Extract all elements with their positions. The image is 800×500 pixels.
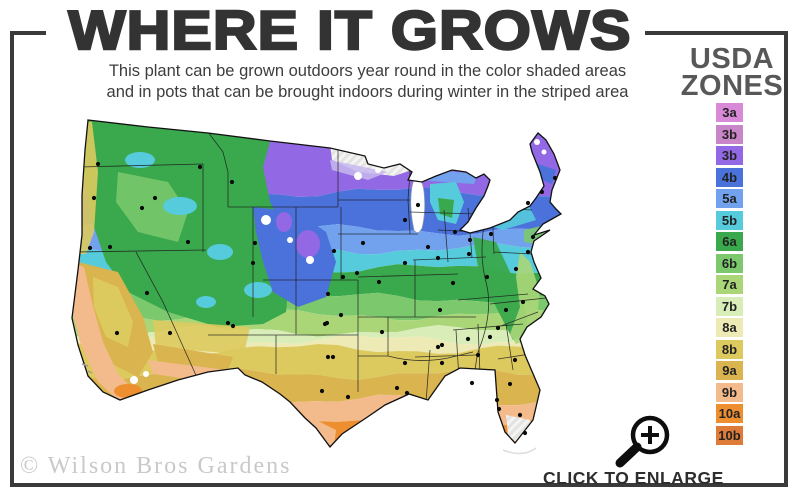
legend-swatch-7b: 7b [716,296,743,316]
frame-border-top-left [10,31,46,35]
region-ca-coast [72,262,138,400]
frame-border-bottom [10,483,788,487]
legend-swatch-4a: 3b [716,146,743,165]
watermark: © Wilson Bros Gardens [20,453,292,479]
region-west-lightgreen [116,172,188,242]
legend-swatch-5b: 5b [716,210,743,230]
legend-swatch-10a: 10a [716,404,743,423]
legend-swatch-6a: 6a [716,232,743,251]
legend-swatch-7a: 7a [716,275,743,294]
legend-swatch-3b: 3b [716,124,743,144]
legend-swatch-8b: 8b [716,339,743,359]
region-appalachia [473,237,528,340]
frame-border-left [10,31,14,487]
frame-border-right [784,31,788,487]
us-outline [71,119,563,449]
magnifier-plus-icon[interactable] [606,410,684,472]
usda-heading-line-2: ZONES [680,70,784,102]
page-title: WHERE IT GROWS [67,0,632,62]
legend-swatch-6b: 6b [716,253,743,273]
legend-swatch-4b: 4b [716,167,743,187]
legend-swatch-10b: 10b [716,425,743,445]
click-to-enlarge-label[interactable]: CLICK TO ENLARGE [543,468,724,488]
frame-border-top-right [645,31,788,35]
usda-zones-heading: USDA ZONES [672,43,792,102]
subtitle-line-1: This plant can be grown outdoors year ro… [108,62,627,80]
city-dots [87,161,558,436]
legend-swatch-8a: 8a [716,318,743,337]
legend-swatch-5a: 5a [716,189,743,208]
subtitle-line-2: and in pots that can be brought indoors … [106,83,629,101]
region-rockies-blue [253,207,336,307]
legend-swatch-9a: 9a [716,361,743,380]
legend-swatches: 3a 3b 3b 4b 5a 5b 6a 6b 7a 7b 8a 8b 9a 9b 10a 10b [716,103,743,447]
subtitle: This plant can be grown outdoors year ro… [55,61,680,103]
usda-heading-line-1: USDA [689,43,775,75]
legend-swatch-9b: 9b [716,382,743,402]
legend-swatch-3a: 3a [716,103,743,122]
usda-zone-map[interactable] [58,112,623,464]
